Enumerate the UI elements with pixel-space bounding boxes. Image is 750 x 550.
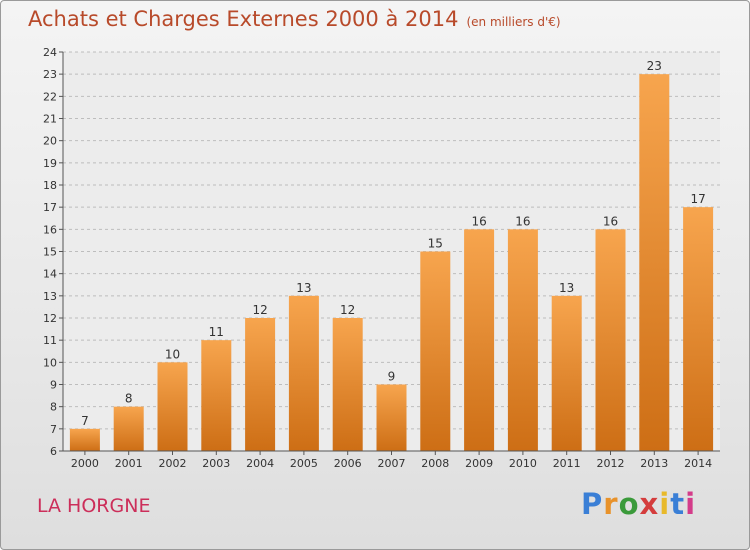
x-tick-label: 2012 (597, 457, 625, 470)
bar (376, 384, 407, 451)
bar (464, 229, 495, 451)
y-tick-label: 24 (43, 46, 57, 59)
x-tick-label: 2000 (71, 457, 99, 470)
bar (507, 229, 538, 451)
data-label: 15 (428, 237, 443, 251)
data-label: 12 (340, 303, 355, 317)
y-tick-label: 20 (43, 135, 57, 148)
y-tick-label: 10 (43, 356, 57, 369)
y-tick-label: 9 (50, 379, 57, 392)
commune-name: LA HORGNE (37, 495, 151, 517)
logo-letter: i (659, 487, 671, 521)
bar (551, 295, 582, 451)
data-label: 13 (296, 281, 311, 295)
data-label: 8 (125, 392, 133, 406)
bar (595, 229, 626, 451)
y-tick-label: 11 (43, 334, 57, 347)
chart-subtitle: (en milliers d'€) (466, 15, 561, 29)
x-tick-label: 2009 (465, 457, 493, 470)
y-tick-label: 8 (50, 401, 57, 414)
y-tick-label: 18 (43, 179, 57, 192)
data-label: 17 (690, 192, 705, 206)
bar (201, 340, 232, 451)
data-label: 10 (165, 347, 180, 361)
bar (288, 295, 319, 451)
y-tick-label: 15 (43, 246, 57, 259)
data-label: 23 (647, 59, 662, 73)
x-tick-label: 2008 (421, 457, 449, 470)
y-tick-label: 7 (50, 423, 57, 436)
chart-title: Achats et Charges Externes 2000 à 2014 (e… (28, 7, 561, 31)
y-tick-label: 17 (43, 201, 57, 214)
bar (245, 318, 276, 451)
data-label: 9 (388, 370, 396, 384)
data-label: 13 (559, 281, 574, 295)
data-label: 7 (81, 414, 89, 428)
bar (113, 406, 144, 451)
y-tick-label: 22 (43, 90, 57, 103)
x-tick-label: 2014 (684, 457, 712, 470)
x-tick-label: 2010 (509, 457, 537, 470)
y-tick-label: 14 (43, 268, 57, 281)
x-tick-label: 2007 (378, 457, 406, 470)
logo-letter: r (603, 487, 619, 521)
logo-letter: o (618, 487, 640, 521)
logo-letter: i (685, 487, 697, 521)
data-label: 16 (515, 214, 530, 228)
bar (683, 207, 714, 451)
proxiti-logo: Proxiti (581, 487, 696, 521)
x-tick-label: 2003 (202, 457, 230, 470)
x-tick-label: 2001 (115, 457, 143, 470)
bar (69, 428, 100, 451)
bar (420, 251, 451, 451)
y-tick-label: 16 (43, 223, 57, 236)
logo-letter: t (670, 487, 686, 521)
data-label: 16 (471, 214, 486, 228)
data-label: 16 (603, 214, 618, 228)
bar (639, 74, 670, 452)
data-label: 12 (252, 303, 267, 317)
bar (157, 362, 188, 451)
data-label: 11 (209, 325, 224, 339)
x-tick-label: 2004 (246, 457, 274, 470)
logo-letter: x (639, 487, 660, 521)
y-tick-label: 13 (43, 290, 57, 303)
bar (332, 318, 363, 451)
y-tick-label: 23 (43, 68, 57, 81)
x-tick-label: 2006 (334, 457, 362, 470)
logo-letter: P (581, 487, 604, 521)
x-tick-label: 2013 (640, 457, 668, 470)
x-tick-label: 2011 (553, 457, 581, 470)
y-tick-label: 12 (43, 312, 57, 325)
x-tick-label: 2005 (290, 457, 318, 470)
y-tick-label: 19 (43, 157, 57, 170)
y-tick-label: 21 (43, 113, 57, 126)
y-tick-label: 6 (50, 445, 57, 458)
x-tick-label: 2002 (159, 457, 187, 470)
